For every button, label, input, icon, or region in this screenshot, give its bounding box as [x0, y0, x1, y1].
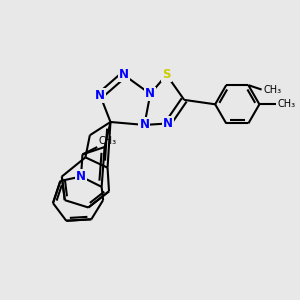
Text: N: N: [119, 68, 129, 81]
Text: N: N: [163, 117, 173, 130]
Text: S: S: [162, 68, 171, 81]
Text: N: N: [145, 88, 155, 100]
Text: N: N: [76, 170, 86, 183]
Text: CH₃: CH₃: [99, 136, 117, 146]
Text: CH₃: CH₃: [277, 99, 295, 109]
Text: CH₃: CH₃: [263, 85, 281, 94]
Text: N: N: [95, 89, 105, 102]
Text: N: N: [140, 118, 149, 131]
